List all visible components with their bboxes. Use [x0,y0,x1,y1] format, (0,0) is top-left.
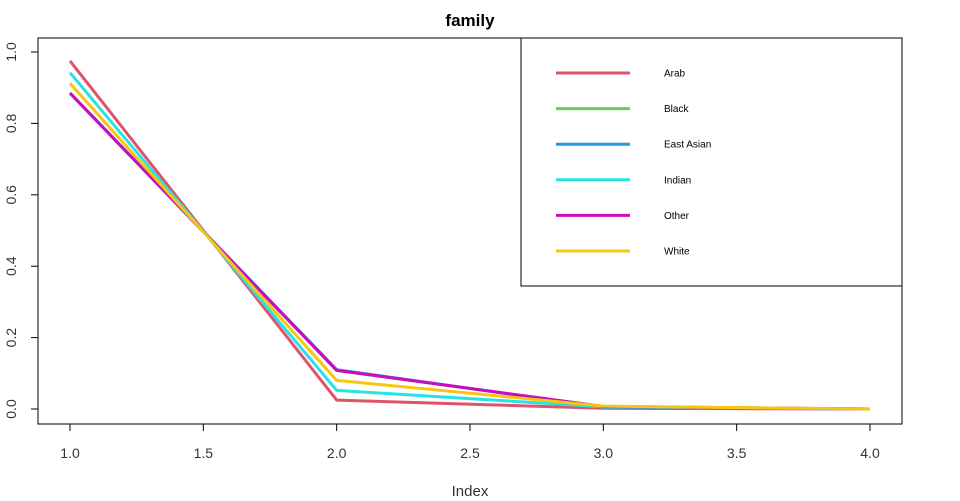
y-tick-label: 0.0 [3,399,19,419]
legend-label-black: Black [664,104,689,115]
chart-title: family [445,11,495,30]
y-tick-label: 1.0 [3,42,19,62]
legend: Arab Black East Asian Indian Other White [520,37,903,287]
legend-label-white: White [664,247,690,258]
x-tick-label: 2.0 [327,445,347,461]
series-line-white [68,82,871,411]
x-tick-label: 1.0 [60,445,80,461]
legend-label-east-asian: East Asian [664,140,711,151]
x-tick-label: 4.0 [860,445,880,461]
y-tick-label: 0.4 [3,256,19,276]
legend-box [520,37,903,287]
y-tick-label: 0.2 [3,328,19,348]
x-tick-label: 3.5 [727,445,747,461]
x-tick-label: 3.0 [594,445,614,461]
y-tick-label: 0.6 [3,185,19,205]
x-tick-label: 2.5 [460,445,480,461]
x-axis-title: Index [452,483,489,500]
y-axis: 0.0 0.2 0.4 0.6 0.8 1.0 [3,42,39,419]
x-axis: 1.0 1.5 2.0 2.5 3.0 3.5 4.0 [60,423,880,461]
legend-label-indian: Indian [664,175,691,186]
y-tick-label: 0.8 [3,113,19,133]
legend-label-arab: Arab [664,69,686,80]
legend-label-other: Other [664,211,690,222]
x-tick-label: 1.5 [194,445,214,461]
series-layer [68,59,871,411]
